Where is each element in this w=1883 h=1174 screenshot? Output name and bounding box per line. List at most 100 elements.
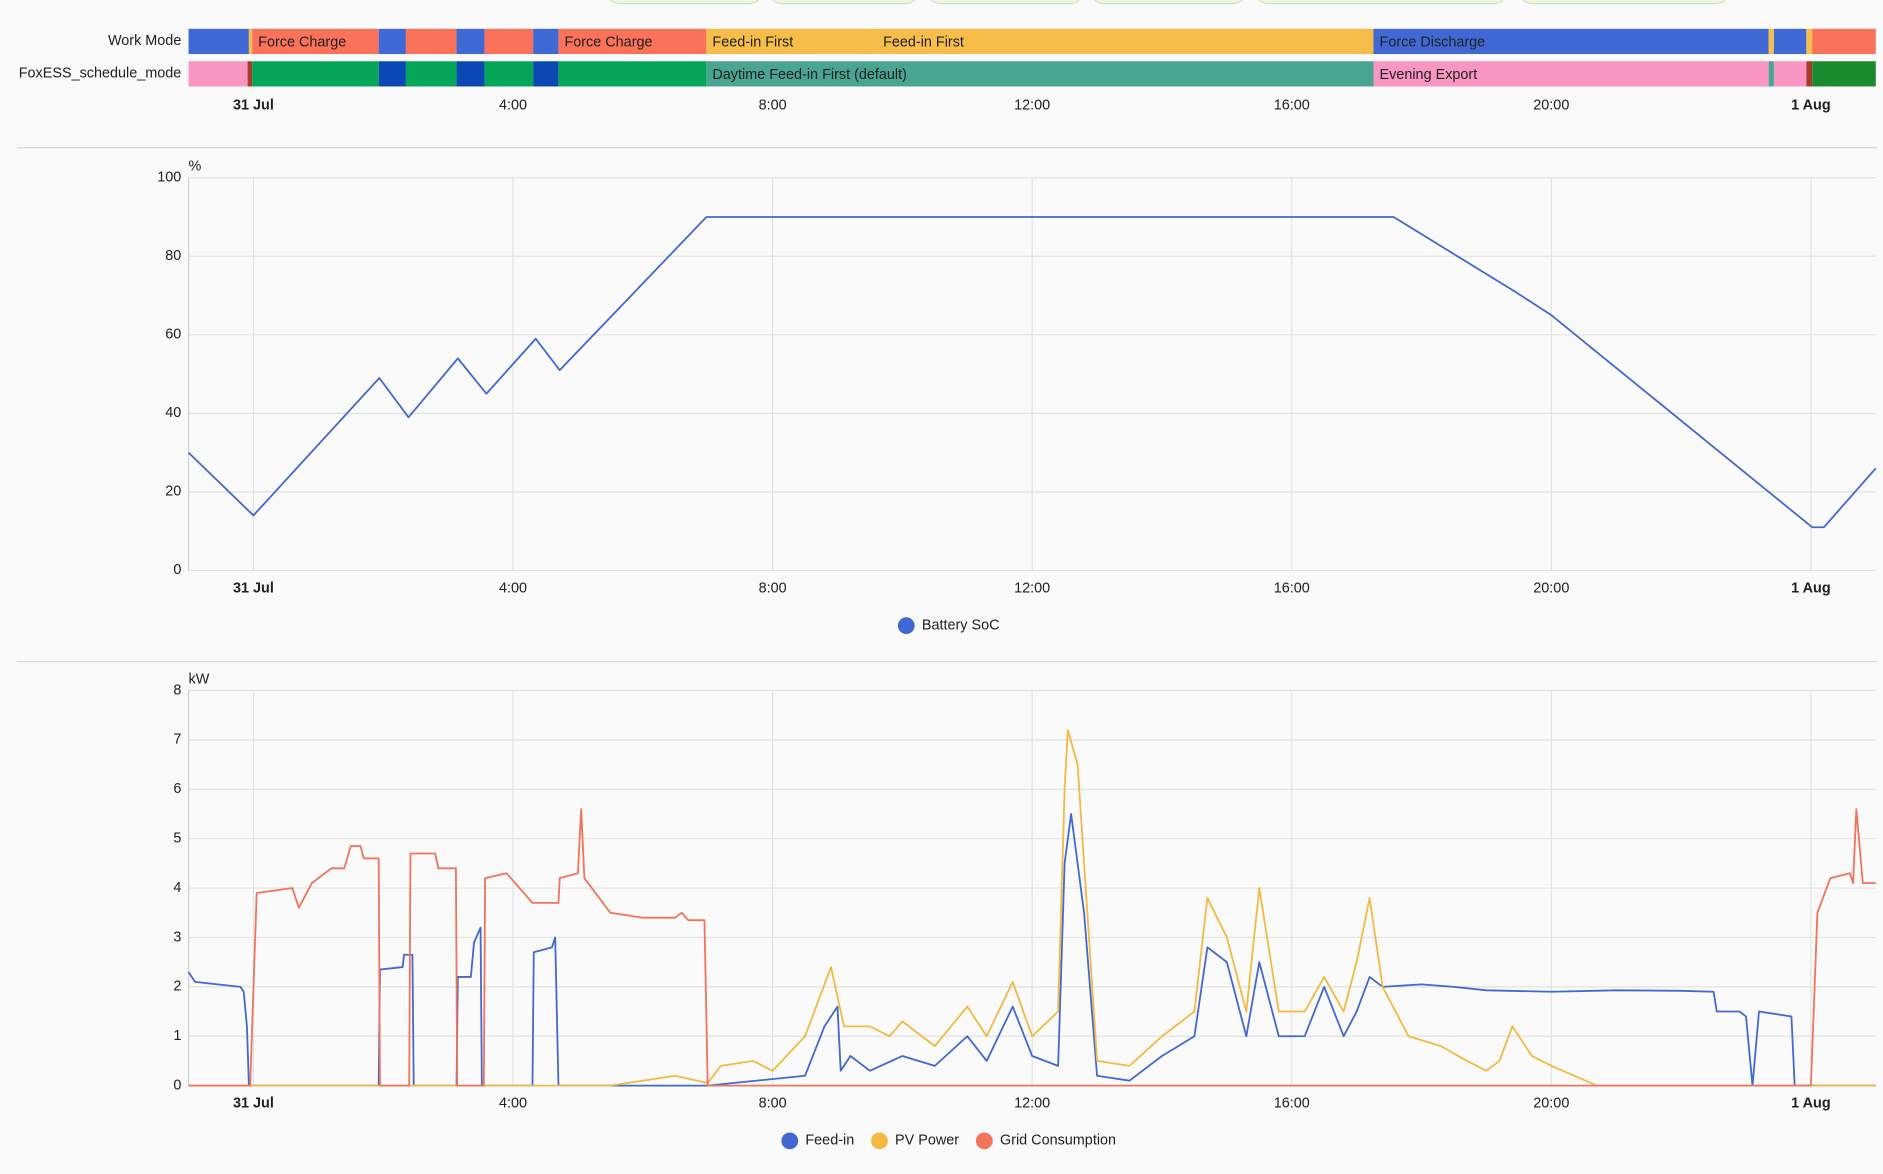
legend-label: Battery SoC — [922, 617, 1000, 633]
x-tick-label: 4:00 — [499, 97, 527, 113]
timeline-segment — [252, 28, 379, 55]
timeline-segment — [188, 61, 248, 87]
x-tick-label: 8:00 — [759, 97, 787, 113]
series-line — [188, 808, 1876, 1087]
timeline-segment — [456, 28, 485, 55]
timeline-segment — [533, 28, 559, 55]
x-tick-label: 20:00 — [1533, 97, 1569, 113]
segment-label: Feed-in First — [712, 34, 793, 50]
y-tick-label: 6 — [173, 781, 181, 797]
y-tick-label: 80 — [165, 248, 181, 264]
timeline-segment — [1806, 61, 1813, 87]
chip[interactable] — [1255, 0, 1507, 5]
y-tick-label: 0 — [173, 1077, 181, 1093]
legend-swatch — [871, 1132, 888, 1150]
x-tick-label: 1 Aug — [1791, 580, 1830, 596]
x-tick-label: 16:00 — [1274, 1095, 1310, 1111]
timeline-segment — [558, 28, 707, 55]
timeline-segment — [1812, 28, 1876, 55]
chip[interactable] — [769, 0, 919, 5]
timeline-segment — [1806, 28, 1813, 55]
segment-label: Evening Export — [1380, 67, 1478, 83]
y-tick-label: 1 — [173, 1028, 181, 1044]
x-tick-label: 12:00 — [1014, 97, 1050, 113]
series-line — [188, 729, 1876, 1087]
chip[interactable] — [1519, 0, 1729, 5]
timeline-segment — [558, 61, 707, 87]
timeline-segment — [1773, 61, 1807, 87]
chip[interactable] — [606, 0, 762, 5]
x-tick-label: 1 Aug — [1791, 1095, 1830, 1111]
chip[interactable] — [927, 0, 1083, 5]
timeline-segment — [252, 61, 379, 87]
segment-label: Force Discharge — [1380, 34, 1486, 50]
x-tick-label: 31 Jul — [233, 580, 274, 596]
series-line — [187, 216, 1877, 529]
segment-label: Force Charge — [564, 34, 652, 50]
timeline-segment — [248, 28, 253, 55]
legend-label: Grid Consumption — [1000, 1133, 1116, 1149]
timeline-segment — [706, 28, 878, 55]
x-tick-label: 31 Jul — [233, 97, 274, 113]
timeline-segment — [378, 61, 406, 87]
y-tick-label: 40 — [165, 405, 181, 421]
timeline-segment — [1812, 61, 1876, 87]
y-tick-label: 4 — [173, 880, 181, 896]
toolbar-chips — [606, 0, 1729, 5]
y-unit-label: kW — [189, 672, 210, 688]
timeline-segment — [456, 61, 485, 87]
x-tick-label: 12:00 — [1014, 1095, 1050, 1111]
x-tick-label: 16:00 — [1274, 580, 1310, 596]
timeline-segment — [378, 28, 406, 55]
x-tick-label: 12:00 — [1014, 580, 1050, 596]
x-tick-label: 1 Aug — [1791, 97, 1830, 113]
timeline-segment — [405, 28, 457, 55]
x-tick-label: 4:00 — [499, 1095, 527, 1111]
segment-label: Force Charge — [258, 34, 346, 50]
x-tick-label: 8:00 — [759, 580, 787, 596]
x-tick-label: 16:00 — [1274, 97, 1310, 113]
legend-swatch — [781, 1132, 799, 1150]
y-tick-label: 8 — [173, 682, 181, 698]
y-tick-label: 60 — [165, 327, 181, 343]
row-label: FoxESS_schedule_mode — [19, 66, 182, 82]
legend-swatch — [897, 617, 915, 635]
timeline-segment — [533, 61, 559, 87]
x-tick-label: 4:00 — [499, 580, 527, 596]
x-tick-label: 20:00 — [1533, 1095, 1569, 1111]
x-tick-label: 20:00 — [1533, 580, 1569, 596]
timeline-segment — [484, 61, 534, 87]
legend-label: Feed-in — [805, 1133, 854, 1149]
chip[interactable] — [1090, 0, 1246, 5]
y-tick-label: 0 — [173, 562, 181, 578]
y-tick-label: 20 — [165, 484, 181, 500]
timeline-segment — [706, 61, 1374, 87]
legend: Battery SoC — [897, 617, 1000, 635]
x-tick-label: 8:00 — [759, 1095, 787, 1111]
legend: Feed-in PV Power Grid Consumption — [781, 1132, 1116, 1150]
timeline-segment — [1373, 28, 1769, 55]
segment-label: Daytime Feed-in First (default) — [712, 67, 907, 83]
legend-label: PV Power — [895, 1133, 959, 1149]
row-label: Work Mode — [108, 33, 181, 49]
timeline-segment — [405, 61, 457, 87]
y-tick-label: 7 — [173, 732, 181, 748]
timeline-segment — [1373, 61, 1769, 87]
x-tick-label: 31 Jul — [233, 1095, 274, 1111]
timeline-segment — [484, 28, 534, 55]
timeline-segment — [1768, 61, 1774, 87]
timeline-segment — [877, 28, 1374, 55]
timeline-segment — [1768, 28, 1774, 55]
y-tick-label: 3 — [173, 929, 181, 945]
timeline-segment — [1773, 28, 1807, 55]
timeline-segment — [247, 61, 253, 87]
segment-label: Feed-in First — [883, 34, 964, 50]
y-tick-label: 2 — [173, 979, 181, 995]
timeline-segment — [188, 28, 249, 55]
legend-swatch — [975, 1132, 993, 1150]
y-tick-label: 5 — [173, 830, 181, 846]
y-tick-label: 100 — [157, 170, 181, 186]
